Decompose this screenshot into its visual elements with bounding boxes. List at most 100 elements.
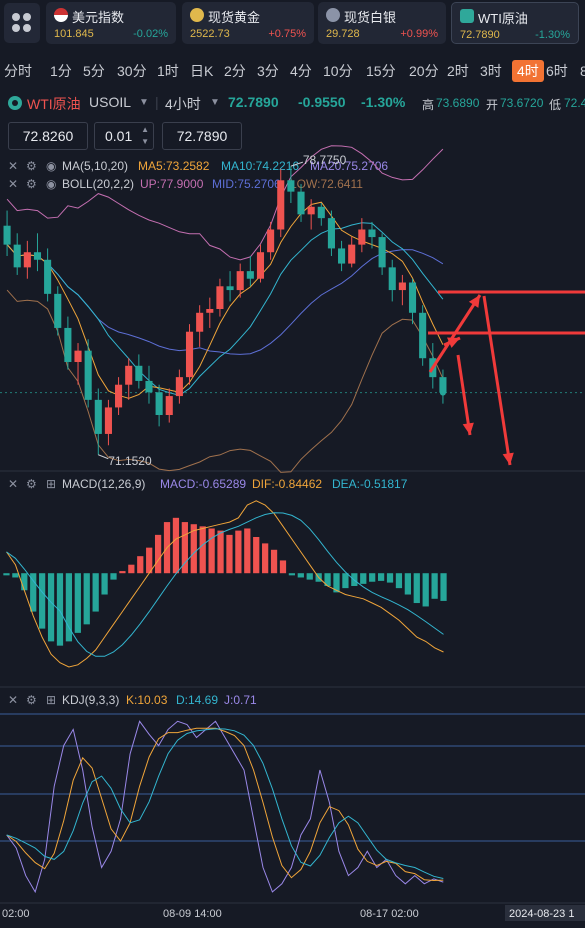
candle-body[interactable] [196,312,204,332]
time-label: 02:00 [2,908,30,920]
close-icon[interactable]: ✕ [8,477,19,491]
candle-body[interactable] [327,218,335,249]
timeframe-16[interactable]: 8 [580,63,585,79]
timeframe-1[interactable]: 1分 [50,63,72,79]
timeframe-9[interactable]: 10分 [323,63,353,79]
candle-body[interactable] [348,244,356,264]
candle-body[interactable] [44,259,52,294]
candle-body[interactable] [216,286,224,309]
timeframe-5[interactable]: 日K [190,63,214,79]
close-icon[interactable]: ✕ [8,177,19,191]
dif-line [6,500,444,668]
interval-dropdown-icon[interactable]: ▼ [210,97,220,108]
candle-body[interactable] [398,282,406,291]
down-arrow-short[interactable] [456,354,472,436]
candle-body[interactable] [33,252,42,260]
buy-price-button[interactable]: 72.7890 [162,122,242,150]
candle-body[interactable] [236,271,244,291]
candle-body[interactable] [104,407,112,434]
timeframe-12[interactable]: 2时 [447,63,469,79]
ticker-card-silver[interactable]: 现货白银 29.728 +0.99% [318,2,446,44]
lot-decrease-icon[interactable]: ▼ [141,137,149,146]
candle-body[interactable] [317,206,325,219]
down-arrow-long[interactable] [482,295,512,466]
timeframe-3[interactable]: 30分 [117,63,147,79]
candle-body[interactable] [246,271,254,279]
candle-body[interactable] [84,350,92,400]
candle-body[interactable] [378,237,386,268]
candle-body[interactable] [125,365,133,385]
ma5-value: MA5:73.2582 [138,159,210,173]
up-arrow[interactable] [428,294,482,373]
candle-body[interactable] [277,180,285,230]
close-icon[interactable]: ✕ [8,693,19,707]
candle-body[interactable] [338,248,346,264]
timeframe-10[interactable]: 15分 [366,63,396,79]
timeframe-0[interactable]: 分时 [4,63,32,79]
instrument-symbol[interactable]: USOIL [89,94,132,110]
candle-body[interactable] [64,327,72,362]
settings-icon[interactable]: ⚙ [26,477,37,491]
candle-body[interactable] [307,206,315,215]
timeframe-13[interactable]: 3时 [480,63,502,79]
candle-body[interactable] [419,312,427,359]
macd-bar [431,573,438,599]
symbol-dropdown-icon[interactable]: ▼ [139,97,149,108]
ticker-card-gold[interactable]: 现货黄金 2522.73 +0.75% [182,2,314,44]
candle-body[interactable] [358,229,366,245]
timeframe-8[interactable]: 4分 [290,63,312,79]
ticker-change: +0.99% [400,28,438,40]
candle-body[interactable] [226,286,234,291]
ticker-card-wti[interactable]: WTI原油 72.7890 -1.30% [451,2,579,44]
candle-body[interactable] [256,252,265,279]
candle-body[interactable] [175,377,183,397]
timeframe-2[interactable]: 5分 [83,63,105,79]
expand-icon[interactable]: ⊞ [46,693,57,707]
sell-price-button[interactable]: 72.8260 [8,122,88,150]
candle-body[interactable] [368,229,376,238]
expand-icon[interactable]: ⊞ [46,477,57,491]
timeframe-15[interactable]: 6时 [546,63,568,79]
candle-body[interactable] [155,392,163,415]
instrument-name[interactable]: WTI原油 [27,96,81,112]
candle-body[interactable] [185,331,194,378]
visibility-icon[interactable]: ◉ [46,159,57,173]
timeframe-14[interactable]: 4时 [512,60,544,82]
close-icon[interactable]: ✕ [8,159,19,173]
candle-body[interactable] [94,399,102,434]
candle-body[interactable] [145,380,153,393]
candle-body[interactable] [388,267,396,291]
settings-icon[interactable]: ⚙ [26,693,37,707]
candle-body[interactable] [54,293,62,328]
timeframe-6[interactable]: 2分 [224,63,246,79]
boll-legend: ✕ ⚙ ◉ BOLL(20,2,2) UP:77.9000 MID:75.270… [8,177,428,191]
interval-label[interactable]: 4小时 [165,96,201,112]
candle-body[interactable] [439,377,447,393]
candle-body[interactable] [74,350,82,362]
time-label: 08-09 14:00 [163,908,222,920]
menu-grid-button[interactable] [4,3,40,43]
candle-body[interactable] [408,282,417,313]
candle-body[interactable] [13,244,21,268]
timeframe-7[interactable]: 3分 [257,63,279,79]
macd-bar [369,573,376,582]
timeframe-11[interactable]: 20分 [409,63,439,79]
candle-body[interactable] [206,309,214,313]
candle-body[interactable] [267,229,275,253]
candle-body[interactable] [135,365,143,381]
candle-body[interactable] [287,180,295,192]
ticker-card-dxy[interactable]: 美元指数 101.845 -0.02% [46,2,176,44]
candle-body[interactable] [297,191,305,215]
settings-icon[interactable]: ⚙ [26,159,37,173]
lot-size-input[interactable]: 0.01 ▲ ▼ [94,122,154,150]
settings-icon[interactable]: ⚙ [26,177,37,191]
timeframe-4[interactable]: 1时 [157,63,179,79]
candle-body[interactable] [3,225,11,245]
lot-increase-icon[interactable]: ▲ [141,125,149,134]
gold-icon [190,8,204,22]
candle-body[interactable] [23,252,31,268]
candle-body[interactable] [165,396,173,415]
candle-body[interactable] [115,384,123,408]
visibility-icon[interactable]: ◉ [46,177,57,191]
